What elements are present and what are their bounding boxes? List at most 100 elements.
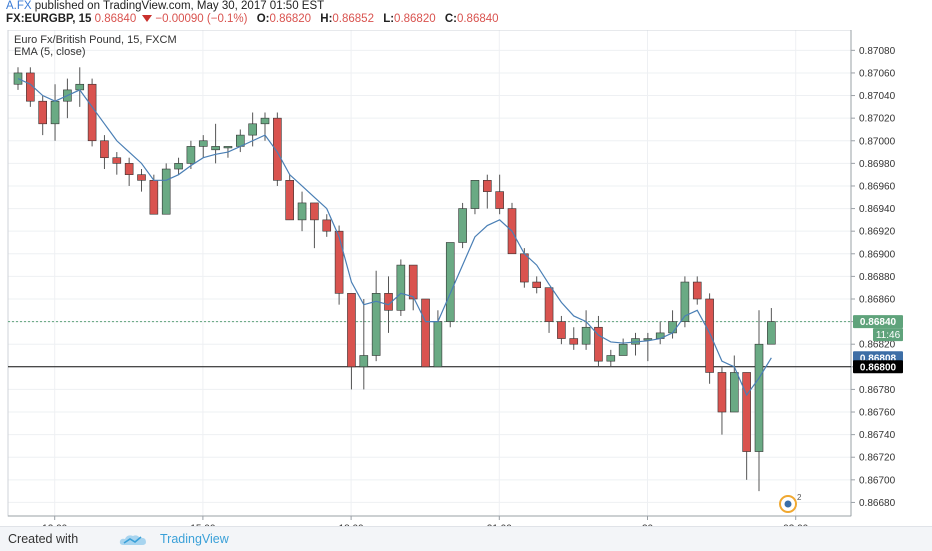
y-tick-label: 0.87000 bbox=[859, 136, 896, 147]
candle-up bbox=[396, 259, 406, 316]
candle-up bbox=[186, 140, 196, 170]
candle-up bbox=[458, 202, 467, 249]
candle-body bbox=[371, 293, 381, 356]
last-price-tag: 0.86840 bbox=[860, 317, 897, 328]
y-tick-label: 0.87040 bbox=[859, 91, 896, 102]
candle-body bbox=[149, 180, 159, 215]
candle-body bbox=[470, 180, 480, 209]
candle-body bbox=[408, 264, 418, 300]
candle-up bbox=[50, 84, 60, 141]
y-tick-label: 0.86700 bbox=[859, 475, 896, 486]
candle-body bbox=[285, 180, 295, 221]
candle-body bbox=[161, 168, 171, 215]
candle-body bbox=[310, 202, 319, 221]
plot-frame bbox=[7, 30, 852, 517]
y-tick-label: 0.87020 bbox=[859, 114, 896, 125]
x-tick-label: 21:00 bbox=[487, 524, 512, 527]
candle-up bbox=[618, 338, 628, 356]
candle-body bbox=[396, 264, 406, 311]
candle-body bbox=[594, 326, 603, 362]
candle-body bbox=[211, 146, 220, 151]
candle-up bbox=[198, 135, 208, 158]
candle-down bbox=[594, 315, 603, 367]
candle-body bbox=[297, 202, 307, 221]
candle-down bbox=[495, 174, 504, 215]
candle-down bbox=[557, 315, 566, 345]
candle-body bbox=[273, 117, 282, 181]
candle-down bbox=[544, 287, 554, 333]
x-tick-label: 18:00 bbox=[339, 524, 364, 527]
candle-body bbox=[50, 100, 60, 125]
candle-down bbox=[112, 152, 122, 175]
candle-down bbox=[705, 293, 714, 384]
ema-price-tag: 0.86808 bbox=[860, 353, 897, 364]
candle-body bbox=[26, 72, 35, 102]
chart-header: A.FX published on TradingView.com, May 3… bbox=[0, 0, 932, 30]
candle-body bbox=[729, 372, 739, 413]
candle-body bbox=[606, 355, 616, 362]
candle-body bbox=[569, 338, 579, 345]
candle-up bbox=[297, 191, 307, 232]
last-price: 0.86840 bbox=[94, 13, 137, 25]
low-value: 0.86820 bbox=[394, 13, 436, 25]
price-chart[interactable]: 0.86680 0.86700 0.86720 0.86740 0.86760 0.867… bbox=[0, 30, 932, 526]
symbol-quote-line: FX:EURGBP, 15 0.86840 −0.00090 (−0.1%) O… bbox=[6, 13, 499, 25]
candle-body bbox=[124, 163, 134, 175]
candle-body bbox=[618, 343, 628, 356]
open-value: 0.86820 bbox=[269, 13, 312, 25]
open-label: O: bbox=[256, 13, 270, 25]
chart-grid bbox=[8, 30, 851, 516]
down-arrow-icon bbox=[142, 15, 153, 23]
candle-body bbox=[767, 321, 776, 345]
y-tick-label: 0.86940 bbox=[859, 204, 896, 215]
candle-down bbox=[100, 135, 109, 170]
candle-down bbox=[322, 214, 332, 237]
candle-up bbox=[174, 157, 183, 175]
y-tick-label: 0.86980 bbox=[859, 159, 896, 170]
candle-up bbox=[470, 180, 480, 215]
candle-up bbox=[581, 310, 591, 350]
candle-down bbox=[421, 298, 430, 368]
candle-up bbox=[767, 308, 776, 345]
x-tick-label: 15:00 bbox=[190, 524, 215, 527]
candle-body bbox=[137, 174, 146, 181]
candle-body bbox=[347, 293, 356, 368]
candle-down bbox=[137, 169, 146, 192]
candle-body bbox=[186, 146, 196, 164]
y-tick-label: 0.86680 bbox=[859, 498, 896, 509]
chart-title: Euro Fx/British Pound, 15, FXCM bbox=[14, 34, 177, 46]
countdown-tag-bg bbox=[873, 328, 903, 342]
published-text: published on TradingView.com, May 30, 20… bbox=[31, 0, 325, 12]
price-axis[interactable]: 0.86680 0.86700 0.86720 0.86740 0.86760 0.867… bbox=[851, 46, 896, 509]
time-axis[interactable]: 12:00 15:00 18:00 21:00 30 03:00 bbox=[42, 516, 809, 527]
candle-down bbox=[482, 174, 492, 209]
settings-icon[interactable] bbox=[779, 495, 797, 513]
candle-body bbox=[248, 123, 257, 136]
symbol-label[interactable]: FX:EURGBP, 15 bbox=[6, 13, 92, 25]
candle-body bbox=[421, 298, 430, 368]
candle-up bbox=[445, 242, 455, 328]
candle-body bbox=[445, 242, 455, 322]
candle-body bbox=[532, 281, 542, 288]
tradingview-link[interactable]: TradingView bbox=[160, 532, 229, 546]
candle-up bbox=[643, 332, 653, 362]
y-tick-label: 0.86960 bbox=[859, 181, 896, 192]
x-tick-label: 12:00 bbox=[42, 524, 67, 527]
candle-down bbox=[569, 327, 579, 350]
tradingview-cloud-icon bbox=[119, 535, 146, 545]
author-link[interactable]: A.FX bbox=[6, 0, 32, 12]
candle-down bbox=[347, 293, 356, 390]
price-change: −0.00090 (−0.1%) bbox=[155, 13, 248, 25]
candle-body bbox=[198, 140, 208, 147]
candle-down bbox=[38, 95, 48, 136]
candle-down bbox=[310, 202, 319, 249]
crosshair-price-tag: 0.86800 bbox=[860, 362, 897, 373]
candle-body bbox=[100, 140, 109, 159]
candle-down bbox=[408, 264, 418, 311]
candle-body bbox=[334, 230, 344, 294]
candle-up bbox=[236, 129, 245, 153]
footer: Created with TradingView bbox=[0, 526, 932, 551]
close-label: C: bbox=[444, 13, 457, 25]
events-count: 2 bbox=[797, 493, 802, 502]
candle-up bbox=[631, 332, 640, 356]
